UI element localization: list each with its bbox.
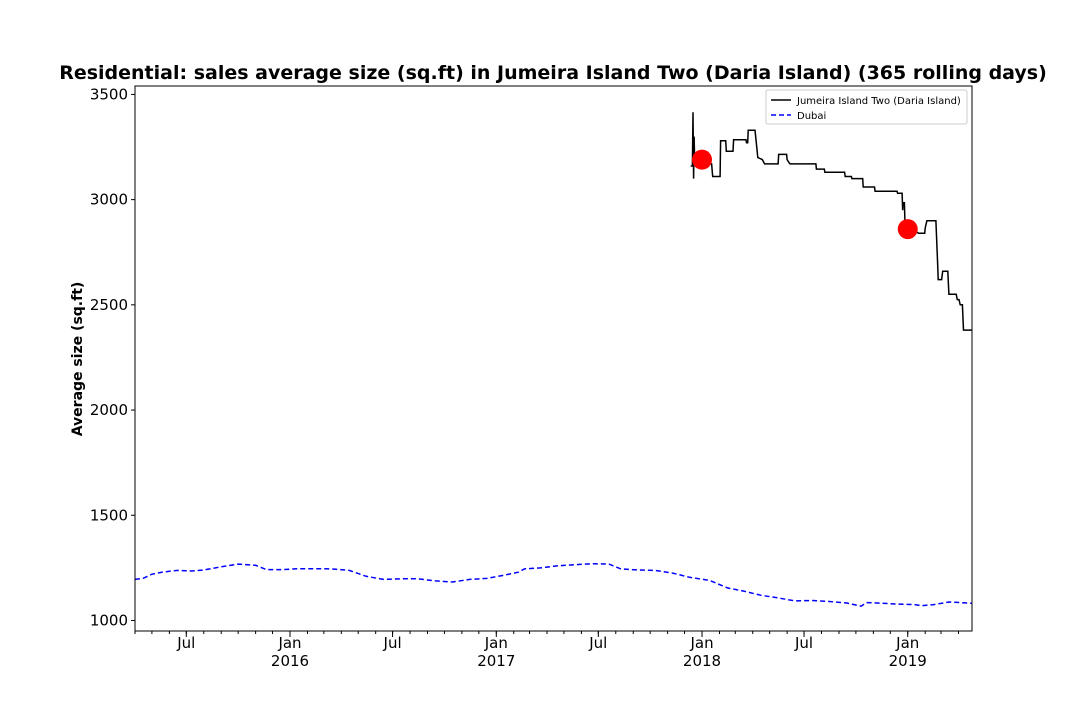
- y-tick-label: 2000: [90, 401, 128, 419]
- x-tick-label: Jul: [176, 634, 195, 652]
- x-tick-label: Jan: [484, 634, 508, 652]
- legend: Jumeira Island Two (Daria Island) Dubai: [765, 89, 968, 125]
- series-line-jumeira-island-two: [690, 112, 972, 331]
- x-tick-year-label: 2019: [889, 652, 927, 670]
- y-tick-label: 1500: [90, 506, 128, 524]
- x-tick-label: Jul: [383, 634, 402, 652]
- y-tick-label: 1000: [90, 611, 128, 629]
- highlight-marker: [692, 149, 713, 170]
- x-tick-year-label: 2018: [683, 652, 721, 670]
- plot-frame: [134, 85, 973, 632]
- highlight-marker: [897, 219, 918, 240]
- x-tick-label: Jan: [277, 634, 301, 652]
- series-line-dubai: [134, 562, 973, 608]
- x-tick-year-label: 2016: [271, 652, 309, 670]
- legend-label: Jumeira Island Two (Daria Island): [796, 96, 961, 107]
- x-tick-year-label: 2017: [477, 652, 515, 670]
- y-tick-label: 2500: [90, 296, 128, 314]
- x-tick-label: Jul: [588, 634, 607, 652]
- y-axis-label: Average size (sq.ft): [70, 282, 86, 437]
- legend-label: Dubai: [797, 111, 826, 122]
- y-tick-label: 3000: [90, 191, 128, 209]
- x-tick-label: Jan: [895, 634, 919, 652]
- x-tick-label: Jul: [794, 634, 813, 652]
- x-tick-label: Jan: [689, 634, 713, 652]
- chart-title: Residential: sales average size (sq.ft) …: [59, 62, 1047, 84]
- legend-box: [765, 89, 968, 125]
- y-tick-label: 3500: [90, 85, 128, 103]
